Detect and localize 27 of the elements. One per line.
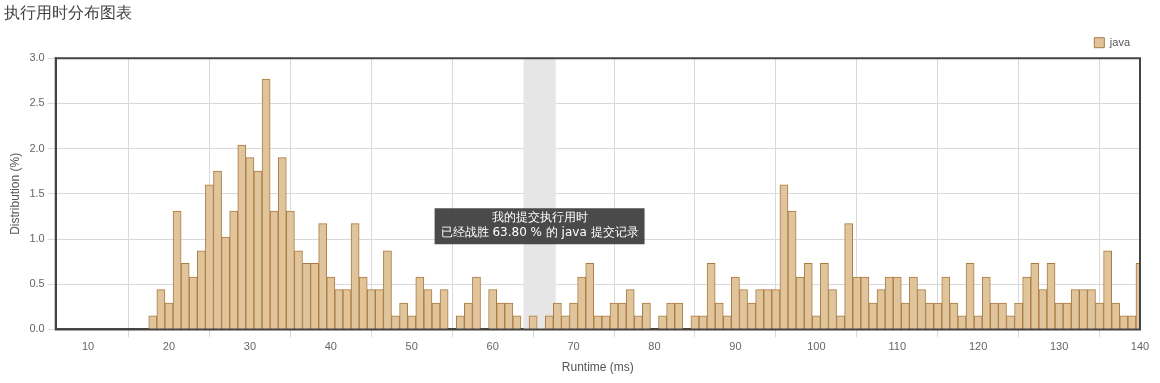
y-tick-label: 3.0 xyxy=(29,51,45,64)
y-tick-label: 1.5 xyxy=(29,186,45,199)
y-tick-label: 2.0 xyxy=(29,141,45,154)
legend-label: java xyxy=(1108,35,1131,48)
y-tick-label: 0.5 xyxy=(29,277,45,290)
y-tick-label: 2.5 xyxy=(29,96,45,109)
x-tick-label: 50 xyxy=(405,340,418,353)
x-tick-label: 40 xyxy=(324,340,337,353)
y-tick-label: 1.0 xyxy=(29,232,45,245)
x-tick-label: 10 xyxy=(81,340,95,353)
x-tick-label: 120 xyxy=(968,340,988,353)
annotation: 已经战胜 63.80 % 的 java 提交记录 xyxy=(440,225,639,240)
chart-title: 执行用时分布图表 xyxy=(4,4,132,22)
x-tick-label: 60 xyxy=(486,340,499,353)
x-tick-label: 90 xyxy=(729,340,742,353)
x-tick-label: 140 xyxy=(1130,340,1150,353)
y-axis-title: Distribution (%) xyxy=(7,152,22,235)
x-tick-label: 20 xyxy=(162,340,176,353)
x-tick-label: 70 xyxy=(567,340,580,353)
x-tick-label: 110 xyxy=(888,340,907,353)
x-tick-label: 30 xyxy=(243,340,257,353)
x-tick-label: 80 xyxy=(648,340,661,353)
y-tick-label: 0.0 xyxy=(29,322,45,335)
x-axis-title: Runtime (ms) xyxy=(561,360,634,375)
x-tick-label: 130 xyxy=(1049,340,1069,353)
annotation: 我的提交执行用时 xyxy=(491,210,588,225)
x-tick-label: 100 xyxy=(807,340,826,353)
